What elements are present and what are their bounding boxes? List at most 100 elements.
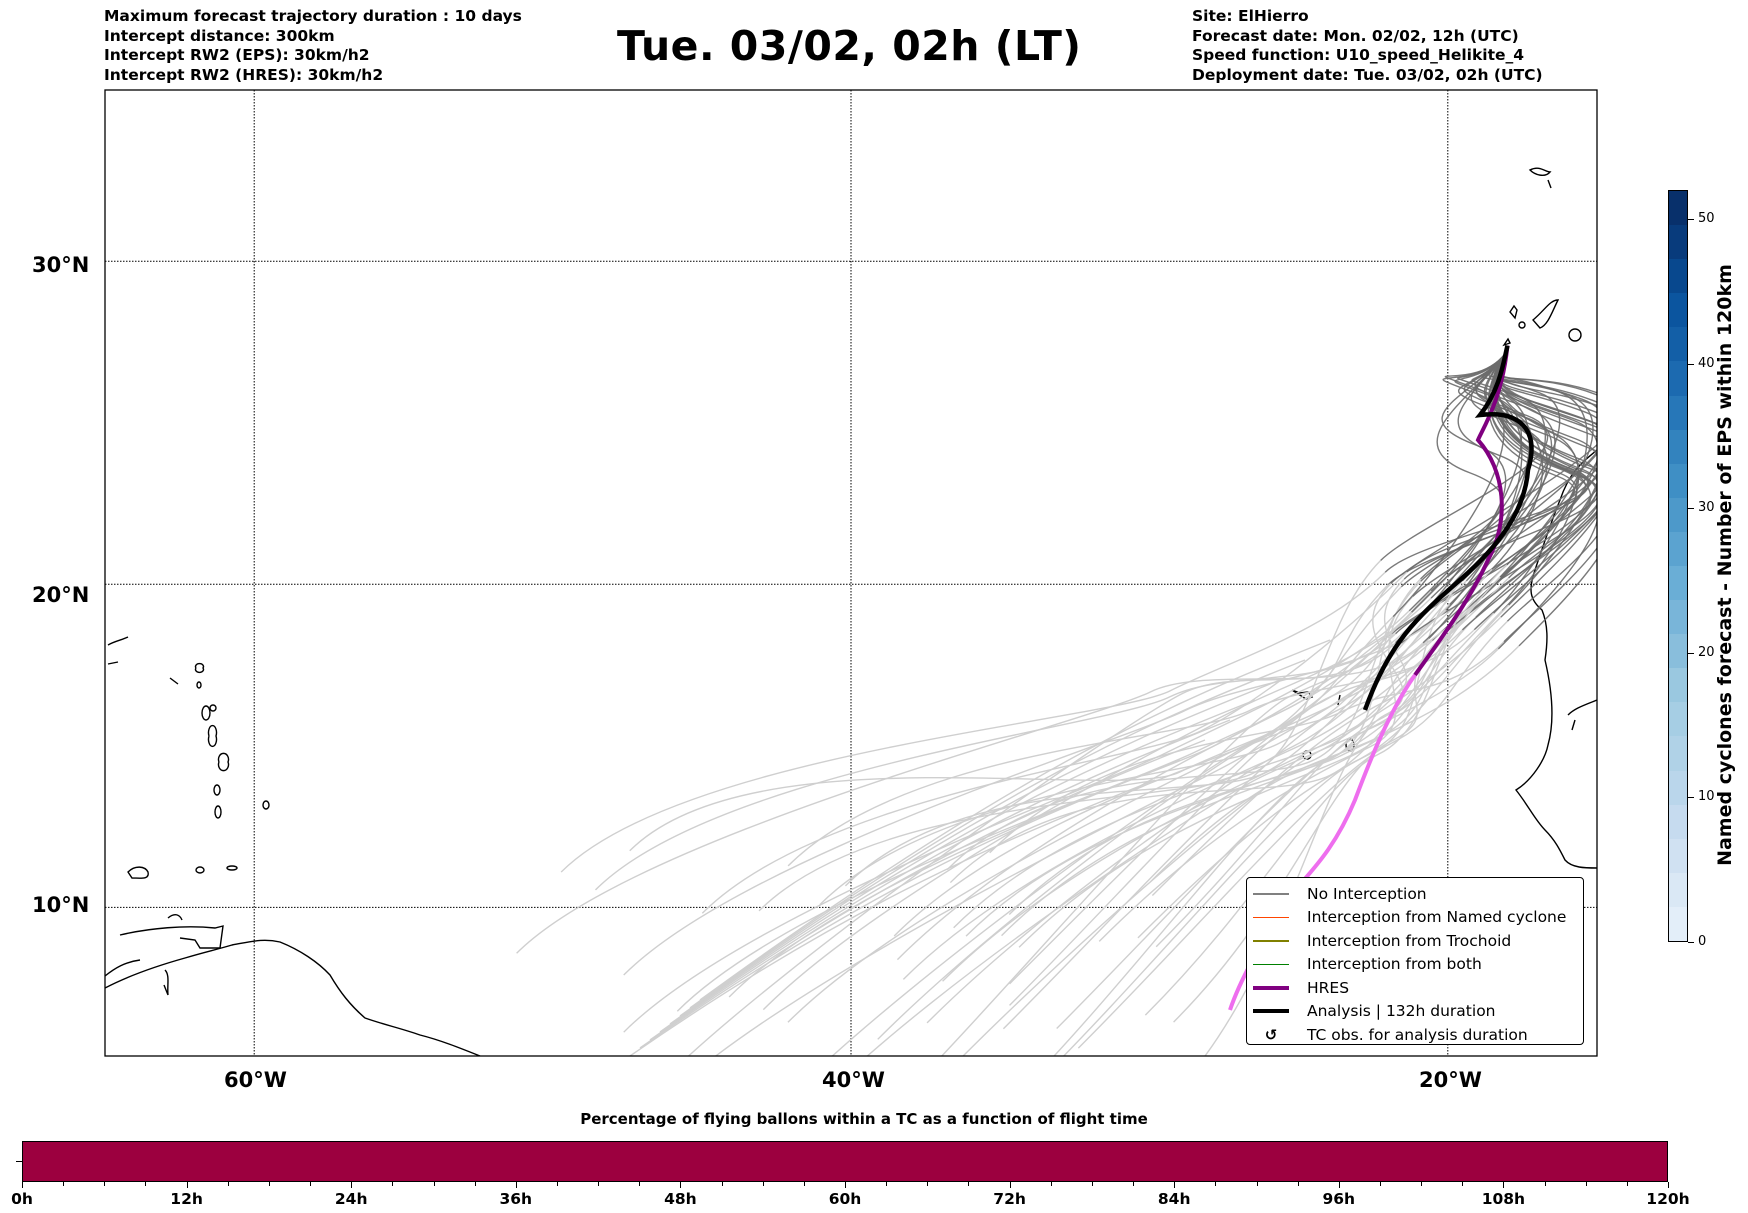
coastline-segment <box>119 925 224 949</box>
coastline-segment <box>169 677 179 685</box>
coastline-segment <box>194 662 205 674</box>
colorbar-tick-label: 20 <box>1698 644 1715 660</box>
coastline-segment <box>105 959 141 977</box>
time-axis-tick <box>1133 1182 1135 1186</box>
info-line-speed-function: Speed function: U10_speed_Helikite_4 <box>1192 46 1525 64</box>
info-line-intercept-hres: Intercept RW2 (HRES): 30km/h2 <box>104 65 384 84</box>
time-axis-label: 60h <box>828 1190 862 1208</box>
legend-line-olive <box>1253 940 1289 942</box>
colorbar-segment <box>1669 668 1687 703</box>
ensemble-trajectory-tail <box>940 617 1419 1056</box>
ensemble-trajectory-tail <box>560 571 1386 873</box>
lat-label-30n: 30°N <box>32 253 90 277</box>
ensemble-trajectory-tail <box>1056 610 1503 1030</box>
site-info: Site: ElHierro Forecast date: Mon. 02/02… <box>1192 7 1543 85</box>
info-line-site: Site: ElHierro <box>1192 7 1309 25</box>
coastline-segment <box>213 784 221 796</box>
colorbar-segment <box>1669 327 1687 362</box>
colorbar-tick <box>1688 363 1694 365</box>
time-axis-tick <box>1256 1182 1258 1186</box>
time-axis-tick <box>268 1182 270 1186</box>
time-axis-tick <box>22 1182 23 1188</box>
map-frame <box>104 89 1598 1057</box>
ensemble-trajectory <box>1410 350 1509 613</box>
colorbar-tick-label: 10 <box>1698 789 1715 805</box>
ensemble-trajectory <box>1419 350 1509 580</box>
ensemble-trajectory-tail <box>679 679 1281 1017</box>
coastline-segment <box>107 661 119 665</box>
ensemble-trajectory-tail <box>949 576 1501 884</box>
colorbar-tick <box>1688 797 1694 799</box>
colorbar-segment <box>1669 906 1687 941</box>
ensemble-trajectory <box>1417 350 1523 619</box>
time-axis-label: 0h <box>11 1190 33 1208</box>
time-axis-tick <box>1462 1182 1464 1186</box>
coastline-segment <box>1547 179 1552 189</box>
ensemble-trajectory-tail <box>942 616 1502 982</box>
coastline-segment <box>201 705 211 721</box>
time-axis-tick <box>639 1182 641 1186</box>
time-axis-tick <box>1421 1182 1423 1186</box>
lon-label-20w: 20°W <box>1419 1068 1482 1092</box>
colorbar-segment <box>1669 395 1687 430</box>
time-axis-tick <box>598 1182 600 1186</box>
colorbar-tick <box>1688 942 1694 943</box>
ensemble-trajectory-tail <box>639 759 1181 1049</box>
legend-line-black <box>1253 1009 1289 1014</box>
ensemble-trajectory-tail <box>1062 604 1510 1056</box>
colorbar-tick <box>1688 218 1694 220</box>
colorbar <box>1668 190 1688 942</box>
time-axis-label: 36h <box>499 1190 533 1208</box>
ensemble-trajectory-tail <box>516 642 1424 954</box>
time-axis-label: 108h <box>1481 1190 1526 1208</box>
ensemble-trajectory-tail <box>629 639 1433 852</box>
ensemble-trajectory-tail <box>787 576 1448 1023</box>
time-axis-label: 84h <box>1157 1190 1191 1208</box>
colorbar-segment <box>1669 736 1687 771</box>
ensemble-trajectory-tail <box>877 616 1394 1040</box>
time-bar-ytick <box>16 1161 22 1162</box>
ensemble-trajectory <box>1392 350 1509 618</box>
forecast-settings-info: Maximum forecast trajectory duration : 1… <box>104 7 522 85</box>
colorbar-segment <box>1669 838 1687 873</box>
time-axis-tick <box>1503 1182 1505 1188</box>
colorbar-segment <box>1669 600 1687 635</box>
time-percentage-bar <box>22 1141 1668 1182</box>
time-axis-tick <box>556 1182 558 1186</box>
time-axis-tick <box>310 1182 312 1186</box>
time-axis-label: 120h <box>1646 1190 1690 1208</box>
time-axis-tick <box>721 1182 723 1186</box>
colorbar-segment <box>1669 293 1687 328</box>
time-bar-title: Percentage of flying ballons within a TC… <box>580 1110 1148 1128</box>
time-axis-tick <box>515 1182 517 1188</box>
ensemble-trajectory-tail <box>1155 611 1471 948</box>
time-axis-label: 24h <box>334 1190 368 1208</box>
time-axis-tick <box>680 1182 682 1188</box>
time-axis-tick <box>927 1182 929 1186</box>
time-axis-tick <box>63 1182 65 1186</box>
time-axis-label: 48h <box>664 1190 697 1208</box>
time-axis-tick <box>1544 1182 1546 1186</box>
colorbar-segment <box>1669 702 1687 737</box>
colorbar-tick-label: 40 <box>1698 355 1715 371</box>
ensemble-trajectory-tail <box>787 629 1475 867</box>
coastline-segment <box>1567 699 1597 716</box>
cyclone-symbol-icon: ↺ <box>1264 1025 1278 1044</box>
time-axis-label: 96h <box>1322 1190 1356 1208</box>
time-axis-label: 12h <box>170 1190 203 1208</box>
ensemble-trajectory-tail <box>699 639 1331 1001</box>
colorbar-tick <box>1688 508 1694 510</box>
coastline-segment <box>105 939 481 1056</box>
time-axis-tick <box>145 1182 147 1186</box>
lon-label-40w: 40°W <box>822 1068 885 1092</box>
analysis-trajectory <box>1362 345 1534 711</box>
time-axis-tick <box>1338 1182 1340 1188</box>
ensemble-trajectory-tail <box>649 739 1206 1041</box>
coastline-segment <box>226 865 238 871</box>
coastline-segment <box>1568 328 1582 342</box>
ensemble-trajectory-tail <box>1151 578 1408 897</box>
legend-line-green <box>1253 963 1289 965</box>
legend-item-no-interception: No Interception <box>1253 882 1583 906</box>
coastline-segment <box>1571 719 1576 731</box>
